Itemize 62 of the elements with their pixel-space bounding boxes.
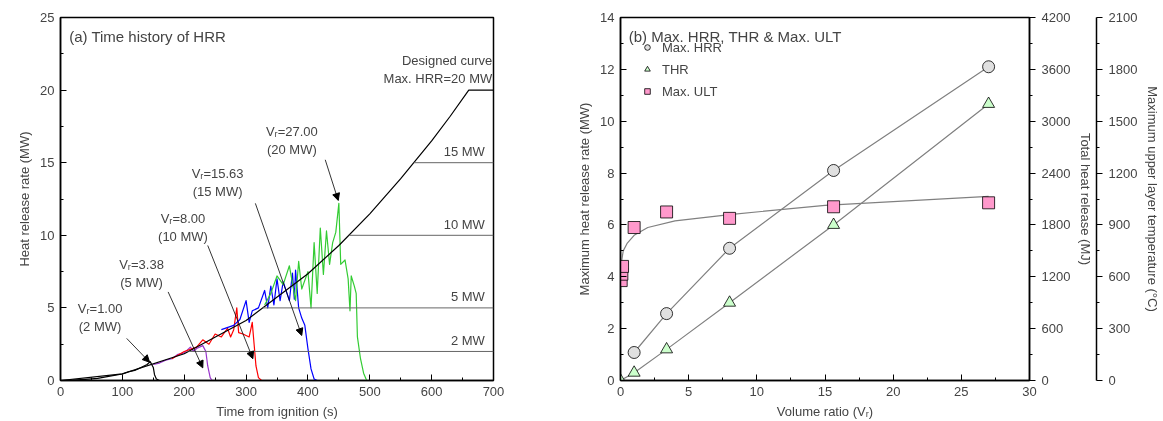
y2-tick-label: 2400 [1041, 165, 1071, 181]
y-tick-label: 0 [47, 373, 55, 388]
y3-tick-label: 1500 [1108, 113, 1138, 129]
y3-tick-label: 1800 [1108, 61, 1138, 77]
y-axis-title: Heat release rate (MW) [17, 131, 33, 267]
y-tick-label: 10 [600, 113, 615, 129]
y3-axis-title: Maximum upper layer temperature (°C) [1145, 86, 1161, 312]
ref-line-label: 5 MW [450, 289, 486, 305]
y-tick-label: 25 [40, 10, 55, 25]
y2-tick-label: 0 [1041, 373, 1049, 388]
y-tick-label: 14 [600, 10, 615, 25]
y2-tick-label: 600 [1041, 321, 1064, 337]
x-tick-label: 30 [1022, 383, 1037, 399]
y2-tick-label: 3600 [1041, 61, 1071, 77]
y2-axis-title: Total heat release (MJ) [1078, 132, 1094, 266]
y3-tick-label: 1200 [1108, 165, 1138, 181]
x-tick-label: 5 [685, 383, 693, 399]
y-tick-label: 8 [607, 165, 615, 181]
y2-tick-label: 1800 [1041, 217, 1071, 233]
x-axis-title: Time from ignition (s) [216, 403, 338, 419]
text: (a) Time history of HRR [69, 28, 227, 46]
annotation: Vᵣ=8.00 (10 MW) [158, 211, 208, 245]
y2-tick-label: 1200 [1041, 269, 1071, 285]
y-tick-label: 10 [40, 227, 55, 243]
x-tick-label: 20 [885, 383, 901, 399]
y2-tick-label: 3000 [1041, 113, 1071, 129]
x-tick-label: 600 [420, 383, 443, 399]
y-tick-label: 2 [607, 321, 615, 337]
y-axis-title: Maximum heat release rate (MW) [577, 102, 593, 296]
annotation: Vᵣ=27.00 (20 MW) [265, 123, 318, 157]
ref-line-label: 10 MW [443, 216, 486, 232]
annotation: Vᵣ=3.38 (5 MW) [119, 257, 164, 291]
x-axis-title: Volume ratio (Vᵣ) [776, 403, 874, 419]
y-tick-label: 6 [607, 217, 615, 233]
ref-line-label: 15 MW [443, 144, 486, 160]
y2-tick-label: 4200 [1041, 10, 1071, 25]
x-tick-label: 15 [817, 383, 833, 399]
y-tick-label: 15 [40, 155, 55, 171]
annotation: Designed curve Max. HRR=20 MW [383, 52, 493, 86]
y3-tick-label: 600 [1108, 269, 1131, 285]
x-tick-label: 300 [235, 383, 257, 399]
y-tick-label: 5 [47, 300, 55, 316]
annotation: Vᵣ=15.63 (15 MW) [191, 166, 244, 199]
annotation: Vᵣ=1.00 (2 MW) [77, 301, 123, 335]
x-tick-label: 100 [111, 383, 134, 399]
ref-line-label: 2 MW [450, 332, 486, 348]
legend-label: Max. ULT [662, 83, 718, 99]
y3-tick-label: 2100 [1108, 10, 1138, 25]
x-tick-label: 200 [173, 383, 196, 399]
y3-tick-label: 900 [1108, 217, 1131, 233]
x-tick-label: 500 [358, 383, 381, 399]
y-tick-label: 12 [600, 61, 615, 77]
x-tick-label: 10 [749, 383, 765, 399]
x-tick-label: 400 [297, 383, 319, 399]
y-tick-label: 4 [607, 269, 615, 285]
y3-tick-label: 300 [1108, 321, 1131, 337]
y3-tick-label: 0 [1108, 373, 1116, 388]
x-tick-label: 25 [954, 383, 969, 399]
y-tick-label: 0 [607, 373, 615, 388]
legend-label: THR [662, 61, 689, 77]
y-tick-label: 20 [40, 82, 55, 98]
x-tick-label: 700 [482, 383, 505, 399]
